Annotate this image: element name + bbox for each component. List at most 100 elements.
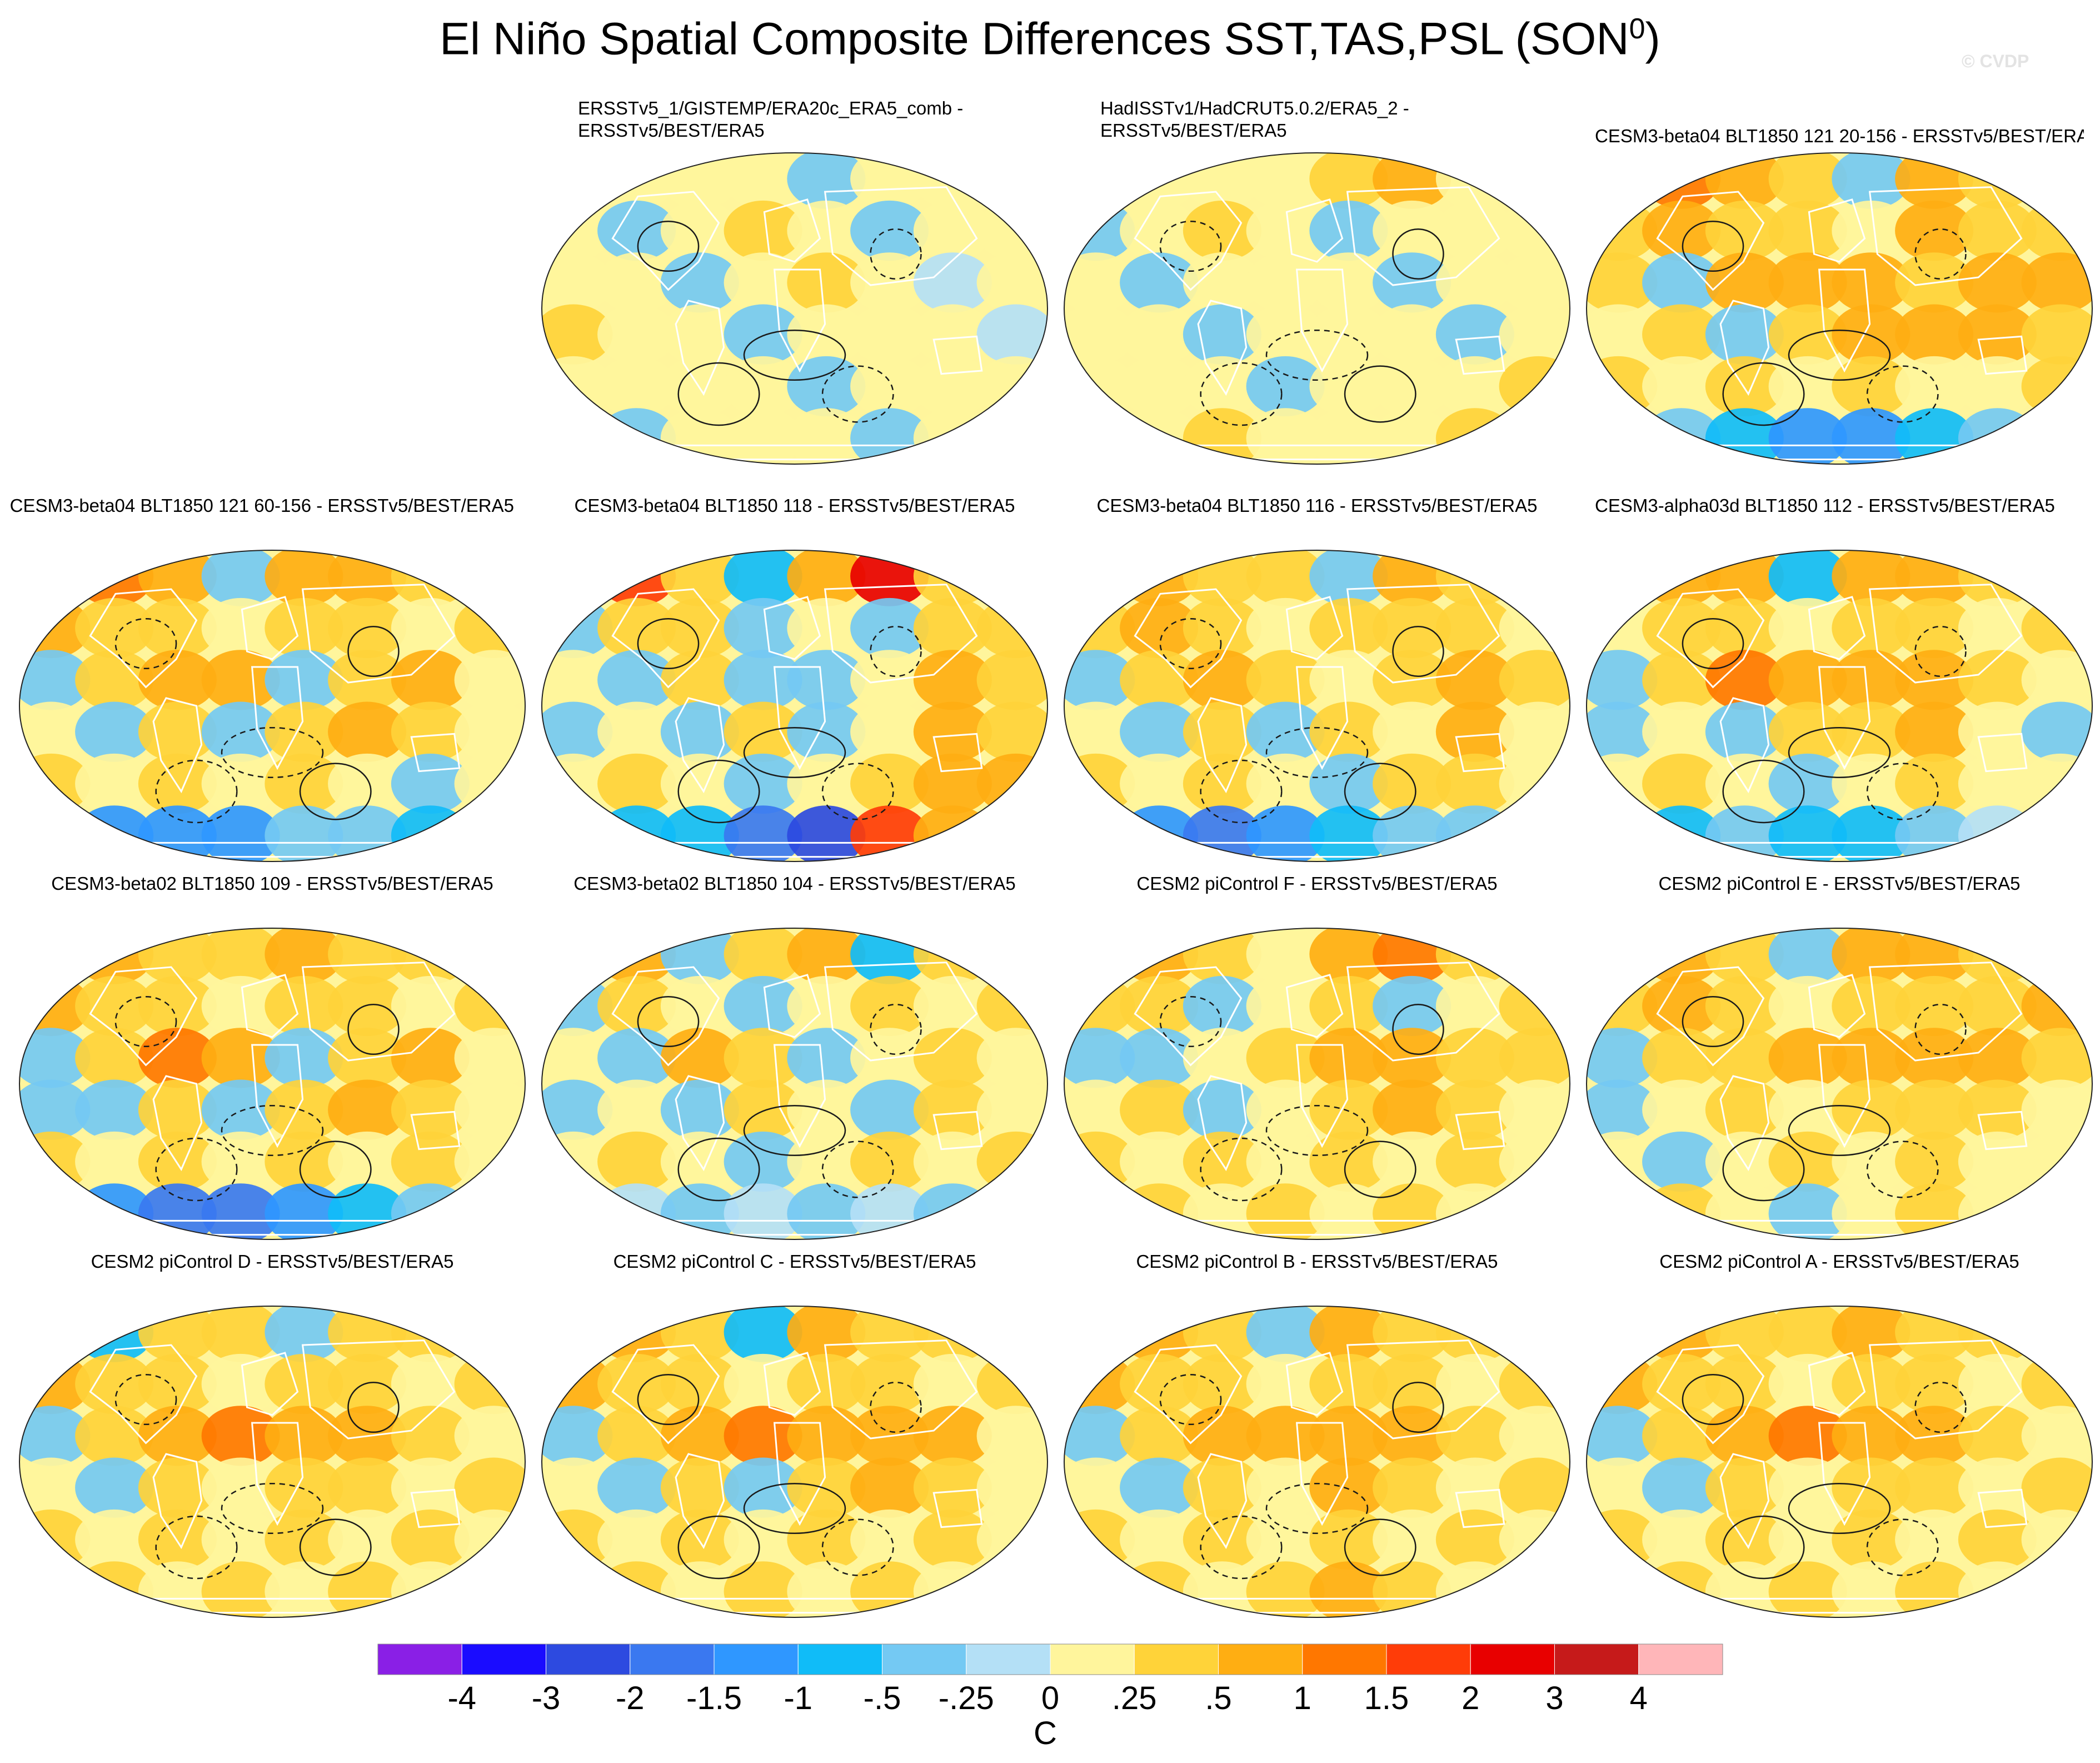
anomaly-cell bbox=[787, 252, 866, 313]
land-outline bbox=[1285, 198, 1344, 263]
anomaly-cell bbox=[1768, 356, 1847, 417]
anomaly-cell bbox=[1246, 597, 1325, 659]
psl-contour bbox=[347, 625, 400, 678]
anomaly-cell bbox=[1895, 753, 1974, 814]
panel-obs-comb: ERSSTv5_1/GISTEMP/ERA20c_ERA5_comb - ERS… bbox=[533, 97, 1056, 472]
psl-contour bbox=[1200, 362, 1283, 426]
panel-picontrol-b: CESM2 piControl B - ERSSTv5/BEST/ERA5 bbox=[1056, 1251, 1578, 1626]
anomaly-cell bbox=[850, 356, 929, 417]
anomaly-cell bbox=[1642, 356, 1721, 417]
land-outline bbox=[1455, 335, 1505, 375]
anomaly-cell bbox=[1309, 304, 1388, 365]
anomaly-cell bbox=[328, 701, 407, 762]
anomaly-cell bbox=[1705, 1509, 1784, 1570]
anomaly-field bbox=[1064, 928, 1570, 1239]
colorbar-swatch bbox=[714, 1644, 799, 1675]
anomaly-cell bbox=[138, 975, 217, 1037]
psl-contour bbox=[1200, 1137, 1283, 1202]
anomaly-cell bbox=[1832, 408, 1911, 464]
anomaly-cell bbox=[391, 928, 470, 984]
anomaly-cell bbox=[1246, 1457, 1325, 1518]
psl-contour bbox=[821, 1141, 894, 1198]
anomaly-cell bbox=[660, 1509, 739, 1570]
anomaly-cell bbox=[454, 1509, 525, 1570]
anomaly-field bbox=[1587, 928, 2092, 1239]
anomaly-cell bbox=[265, 550, 343, 606]
panel-map bbox=[541, 928, 1048, 1240]
anomaly-cell bbox=[1309, 597, 1388, 659]
colorbar-tick-label: 1.5 bbox=[1364, 1680, 1409, 1716]
anomaly-cell bbox=[391, 650, 470, 710]
anomaly-cell bbox=[1587, 1079, 1658, 1140]
anomaly-cell bbox=[1768, 1028, 1847, 1088]
anomaly-cell bbox=[1064, 304, 1135, 365]
colorbar-tick-label: -4 bbox=[447, 1680, 476, 1716]
anomaly-cell bbox=[597, 304, 676, 365]
land-outline bbox=[301, 962, 456, 1062]
anomaly-cell bbox=[597, 1457, 676, 1518]
anomaly-cell bbox=[1246, 1406, 1325, 1466]
anomaly-cell bbox=[660, 356, 739, 417]
anomaly-cell bbox=[1832, 650, 1911, 710]
anomaly-cell bbox=[1705, 1406, 1784, 1466]
land-outline bbox=[1818, 1044, 1871, 1148]
anomaly-field bbox=[542, 550, 1047, 861]
psl-contour bbox=[347, 1381, 400, 1433]
psl-contour bbox=[870, 1381, 922, 1433]
psl-contour bbox=[1682, 220, 1744, 272]
anomaly-cell bbox=[913, 1406, 992, 1466]
anomaly-cell bbox=[328, 1353, 407, 1415]
anomaly-cell bbox=[1768, 408, 1847, 464]
anomaly-cell bbox=[660, 597, 739, 659]
land-outline bbox=[1868, 584, 2023, 684]
title-end: ) bbox=[1645, 13, 1660, 64]
land-outline bbox=[1295, 268, 1349, 373]
anomaly-cell bbox=[850, 597, 929, 659]
land-outline bbox=[675, 1075, 725, 1172]
anomaly-cell bbox=[913, 252, 992, 313]
land-outline bbox=[824, 962, 978, 1062]
psl-contour bbox=[1392, 1381, 1444, 1433]
anomaly-cell bbox=[1642, 650, 1721, 710]
anomaly-cell bbox=[976, 304, 1047, 365]
anomaly-cell bbox=[1499, 805, 1570, 861]
land-outline bbox=[773, 666, 826, 770]
anomaly-cell bbox=[1246, 1131, 1325, 1192]
anomaly-cell bbox=[1064, 650, 1135, 710]
land-outline bbox=[1656, 588, 1765, 689]
anomaly-cell bbox=[201, 1561, 280, 1617]
anomaly-cell bbox=[2021, 928, 2092, 984]
colorbar-tick-label: -.5 bbox=[864, 1680, 901, 1716]
anomaly-cell bbox=[1642, 1131, 1721, 1192]
psl-contour bbox=[1265, 329, 1369, 381]
anomaly-cell bbox=[724, 650, 802, 710]
anomaly-cell bbox=[1120, 1457, 1199, 1518]
panel-map bbox=[1064, 928, 1570, 1240]
anomaly-cell bbox=[201, 1457, 280, 1518]
anomaly-cell bbox=[1832, 975, 1911, 1037]
anomaly-cell bbox=[1064, 1306, 1135, 1362]
anomaly-cell bbox=[2021, 1183, 2092, 1239]
psl-contour bbox=[1866, 763, 1939, 820]
anomaly-cell bbox=[2021, 1306, 2092, 1362]
anomaly-cell bbox=[1309, 1028, 1388, 1088]
anomaly-cell bbox=[1309, 1509, 1388, 1570]
anomaly-cell bbox=[1895, 701, 1974, 762]
land-outline bbox=[1197, 697, 1248, 794]
anomaly-cell bbox=[1895, 597, 1974, 659]
anomaly-cell bbox=[1435, 1079, 1514, 1140]
anomaly-cell bbox=[1309, 1183, 1388, 1239]
anomaly-cell bbox=[265, 1561, 343, 1617]
land-outline bbox=[1197, 1453, 1248, 1550]
land-outline bbox=[1818, 666, 1871, 770]
anomaly-cell bbox=[1246, 304, 1325, 365]
anomaly-cell bbox=[1183, 650, 1261, 710]
anomaly-cell bbox=[1435, 1561, 1514, 1617]
map-frame bbox=[541, 1306, 1048, 1618]
psl-contour bbox=[1200, 1515, 1283, 1580]
anomaly-cell bbox=[1435, 200, 1514, 261]
land-outline bbox=[1868, 186, 2023, 286]
panel-title: CESM2 piControl E - ERSSTv5/BEST/ERA5 bbox=[1658, 873, 2021, 894]
anomaly-cell bbox=[1499, 1561, 1570, 1617]
anomaly-cell bbox=[1587, 1561, 1658, 1617]
